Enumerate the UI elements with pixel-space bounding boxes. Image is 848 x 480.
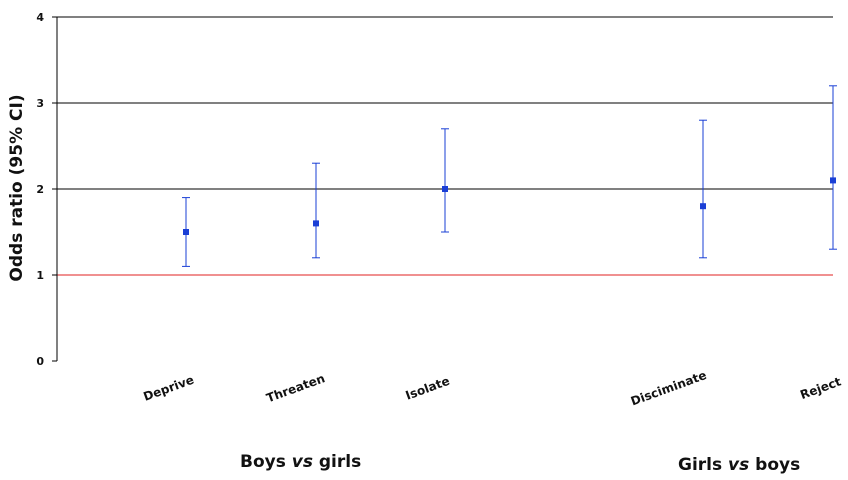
group-label-girls-vs-boys: Girls vs boys <box>678 455 800 475</box>
x-category-label: Threaten <box>264 371 326 405</box>
group-label-text: Boys <box>240 452 292 472</box>
y-axis-title: Odds ratio (95% CI) <box>7 94 27 281</box>
y-tick-label: 3 <box>36 97 44 110</box>
point-estimate <box>313 220 319 227</box>
x-category-label: Isolate <box>404 374 452 403</box>
group-label-text: girls <box>312 452 362 472</box>
point-estimate <box>830 177 836 184</box>
data-marks <box>182 85 837 267</box>
point-estimate <box>183 229 189 235</box>
group-label-boys-vs-girls: Boys vs girls <box>240 452 361 472</box>
group-label-emphasis: vs <box>728 455 750 475</box>
group-label-text: Girls <box>678 455 729 475</box>
y-tick-label: 2 <box>36 183 44 196</box>
x-category-label: Disciminate <box>629 368 709 408</box>
category-labels: Deprive Threaten Isolate Disciminate Reject <box>141 368 843 408</box>
x-category-label: Deprive <box>141 373 195 404</box>
y-axis: 0 1 2 3 4 <box>36 11 58 368</box>
point-estimate <box>700 203 706 210</box>
group-label-emphasis: vs <box>291 452 313 472</box>
point-estimate <box>442 186 448 192</box>
y-tick-label: 4 <box>36 11 44 24</box>
group-label-text: boys <box>749 455 801 475</box>
y-tick-label: 0 <box>36 355 44 368</box>
y-tick-label: 1 <box>36 269 44 282</box>
x-category-label: Reject <box>798 374 843 402</box>
